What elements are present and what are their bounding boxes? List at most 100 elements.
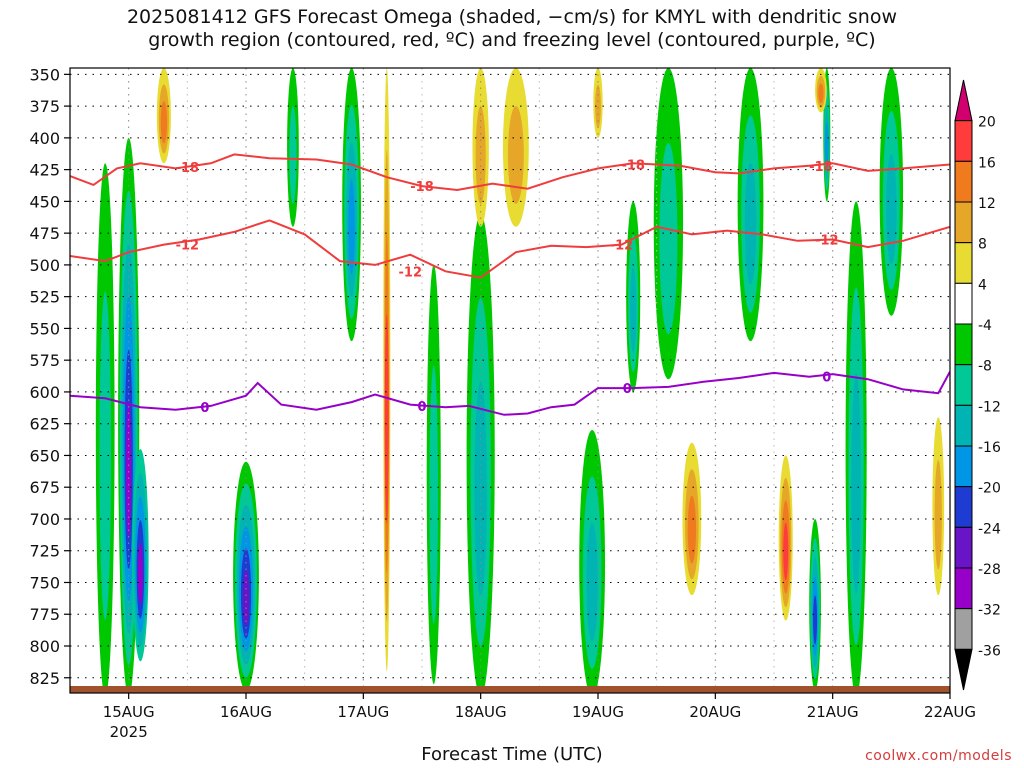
x-tick-label-0: 15AUG (103, 703, 155, 721)
omega-shade-3-3 (348, 179, 355, 275)
omega-shade-10-4 (813, 595, 818, 645)
y-tick-label-17: 775 (29, 605, 60, 624)
colorbar-label-9: -20 (978, 481, 1001, 497)
omega-shade-16-1 (507, 106, 524, 204)
contour-label-0-3: -18 (809, 160, 833, 175)
contour-label-1-1: -12 (399, 265, 423, 280)
omega-shade-12-2 (886, 154, 897, 265)
colorbar-label-6: -8 (978, 359, 992, 375)
y-tick-label-1: 375 (29, 97, 60, 116)
y-tick-label-0: 350 (29, 65, 60, 84)
y-tick-label-3: 425 (29, 161, 60, 180)
omega-shade-9-3 (783, 522, 789, 581)
y-tick-label-13: 675 (29, 478, 60, 497)
chart-title-line2: growth region (contoured, red, ºC) and f… (148, 29, 876, 51)
contour-line-2 (70, 371, 950, 416)
colorbar-label-12: -32 (978, 603, 1001, 619)
omega-shade-21-2 (630, 267, 637, 353)
omega-shade-11-1 (934, 460, 942, 570)
x-tick-label-5: 20AUG (689, 703, 741, 721)
x-tick-label-1: 16AUG (220, 703, 272, 721)
contour-label-2-0: 0 (200, 401, 209, 416)
colorbar-label-8: -16 (978, 440, 1001, 456)
colorbar-label-11: -28 (978, 562, 1001, 578)
colorbar-label-0: 20 (978, 115, 996, 131)
x-tick-label-6: 21AUG (807, 703, 859, 721)
omega-shade-17-2 (160, 101, 167, 144)
y-tick-label-9: 575 (29, 351, 60, 370)
omega-shade-20-1 (429, 365, 439, 624)
x-tick-year-label: 2025 (110, 723, 148, 741)
omega-shade-2-5 (242, 570, 250, 626)
colorbar-label-13: -36 (978, 643, 1001, 659)
y-tick-label-4: 450 (29, 192, 60, 211)
y-tick-label-2: 400 (29, 129, 60, 148)
contour-line-1 (70, 219, 950, 279)
omega-shade-5-2 (474, 381, 487, 597)
colorbar: 20 16 12 8 4 -4 -8 -12 -16 -20 -24 -28 -32 -36 (954, 79, 1001, 691)
omega-shade-23-1 (595, 84, 601, 128)
x-tick-label-7: 22AUG (924, 703, 976, 721)
y-tick-label-8: 550 (29, 319, 60, 338)
omega-shade-14-1 (659, 142, 678, 335)
omega-shade-22-2 (851, 373, 861, 594)
colorbar-label-10: -24 (978, 521, 1001, 537)
plot-frame (69, 67, 951, 694)
colorbar-band-5 (954, 282, 973, 325)
colorbar-band-3 (954, 201, 973, 244)
y-tick-label-6: 500 (29, 256, 60, 275)
omega-shade-1-4 (138, 543, 143, 605)
x-tick-label-4: 19AUG (572, 703, 624, 721)
y-tick-label-15: 725 (29, 542, 60, 561)
contour-label-1-3: -12 (815, 233, 839, 248)
colorbar-label-5: -4 (978, 318, 992, 334)
omega-shade-4-3 (384, 313, 389, 524)
colorbar-label-3: 8 (978, 237, 987, 253)
colorbar-label-1: 16 (978, 155, 996, 171)
colorbar-band-9 (954, 445, 973, 488)
contour-label-0-1: -18 (410, 180, 434, 195)
omega-shade-0-5 (126, 402, 132, 539)
colorbar-label-2: 12 (978, 196, 996, 212)
credit-text: coolwx.com/models (865, 748, 1012, 764)
omega-shade-18-1 (99, 291, 111, 620)
omega-shade-7-2 (586, 522, 598, 642)
colorbar-cap-top (954, 79, 973, 122)
colorbar-band-7 (954, 364, 973, 406)
x-tick-label-3: 18AUG (455, 703, 507, 721)
colorbar-band-13 (954, 608, 973, 650)
y-tick-label-5: 475 (29, 224, 60, 243)
x-axis-label: Forecast Time (UTC) (421, 744, 603, 765)
ground-surface (70, 686, 950, 693)
omega-shade-6-1 (475, 106, 486, 204)
chart-title-line1: 2025081412 GFS Forecast Omega (shaded, −… (126, 6, 898, 28)
y-tick-label-16: 750 (29, 573, 60, 592)
contour-label-1-2: -12 (610, 239, 634, 254)
colorbar-band-4 (954, 242, 973, 284)
colorbar-band-6 (954, 323, 973, 366)
contour-label-2-3: 0 (822, 371, 831, 386)
colorbar-band-12 (954, 567, 973, 610)
y-tick-label-7: 525 (29, 288, 60, 307)
contour-label-0-2: -18 (621, 159, 645, 174)
contour-label-0-0: -18 (176, 161, 200, 176)
x-tick-label-2: 17AUG (337, 703, 389, 721)
colorbar-band-10 (954, 486, 973, 528)
omega-shade-24-2 (818, 83, 824, 104)
y-tick-label-11: 625 (29, 415, 60, 434)
colorbar-band-8 (954, 404, 973, 447)
colorbar-label-4: 4 (978, 277, 987, 293)
contour-label-2-1: 0 (417, 400, 426, 415)
omega-shade-19-1 (289, 106, 297, 204)
y-tick-label-19: 825 (29, 669, 60, 688)
colorbar-band-2 (954, 160, 973, 203)
colorbar-band-1 (954, 120, 973, 162)
y-tick-label-14: 700 (29, 510, 60, 529)
x-axis: 15AUG 16AUG 17AUG 18AUG 19AUG 20AUG 21AUG 22AUG… (103, 693, 976, 741)
y-axis: 350 375 400 425 450 475 500 525 550 575 600 625 650 6… (29, 65, 70, 688)
contour-label-2-2: 0 (623, 382, 632, 397)
omega-shade-8-2 (687, 495, 697, 564)
colorbar-cap-bottom (954, 648, 973, 691)
omega-shade-13-3 (824, 122, 829, 169)
colorbar-label-7: -12 (978, 399, 1001, 415)
